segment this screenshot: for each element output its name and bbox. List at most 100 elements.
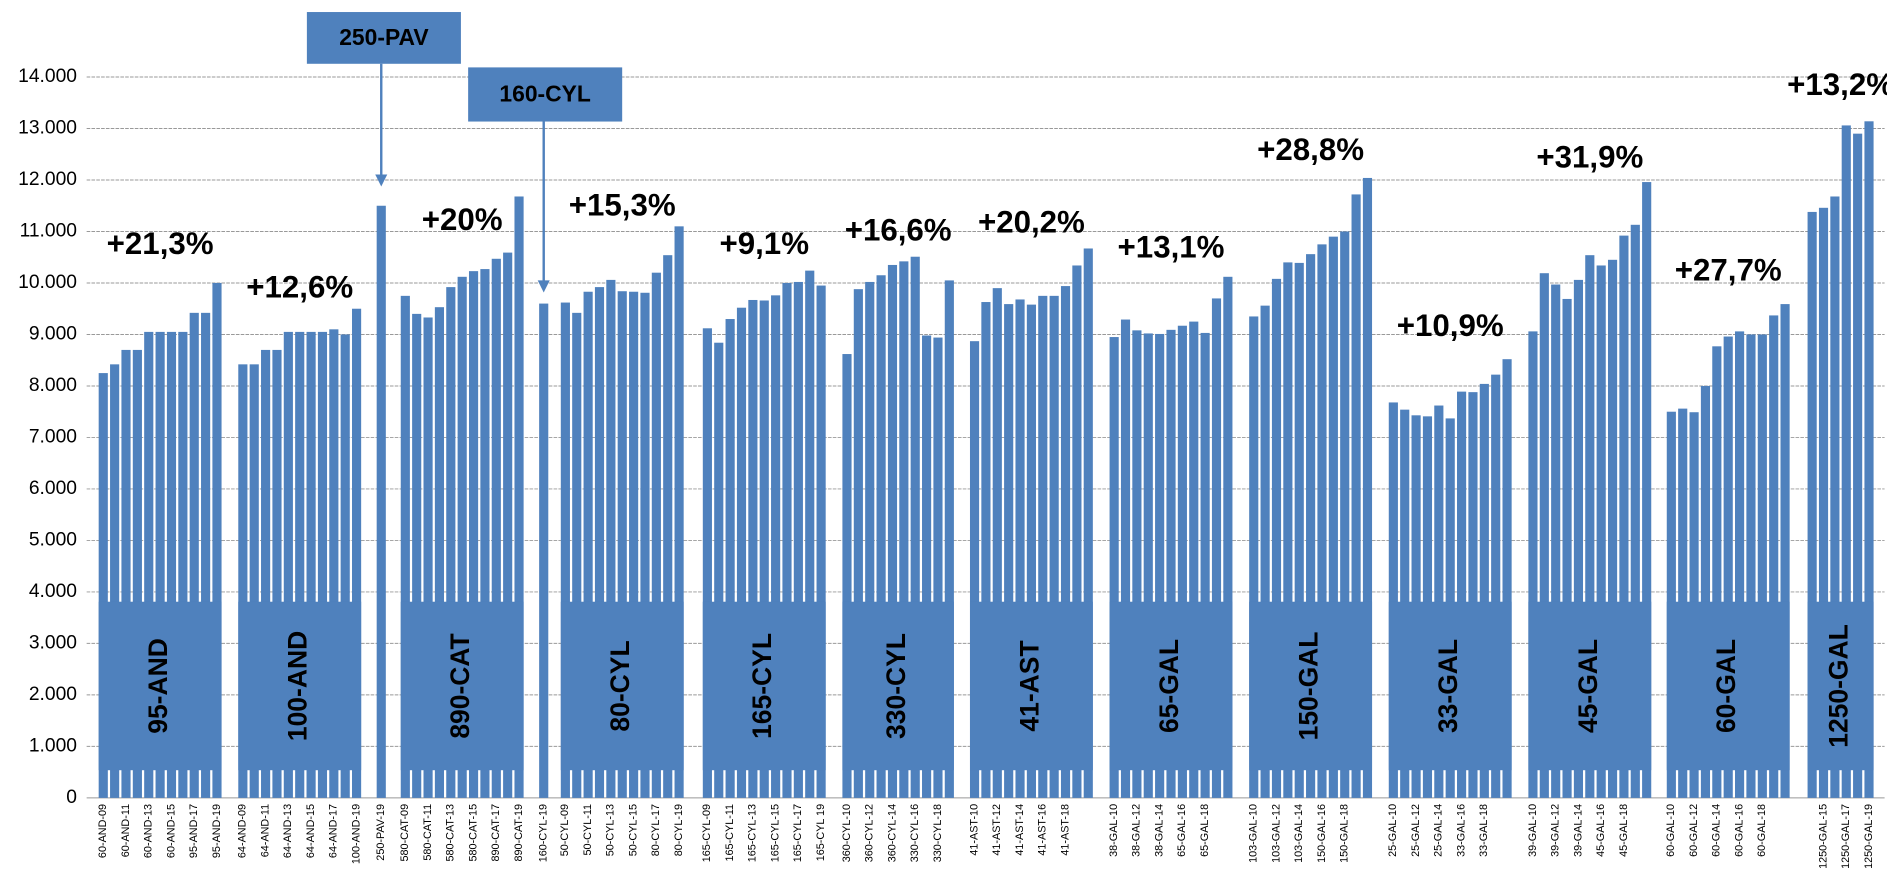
bar [816, 285, 826, 798]
group-label-box [842, 601, 954, 771]
bar [446, 287, 456, 798]
x-tick-label: 330-CYL-16 [909, 804, 921, 862]
x-tick-label: 165-CYL-17 [792, 804, 804, 862]
y-tick-label: 3.000 [29, 632, 77, 653]
group-label-box [1528, 601, 1652, 771]
x-tick-label: 330-CYL-18 [932, 804, 944, 862]
change-annotation: +15,3% [569, 187, 676, 222]
bar [1283, 262, 1293, 798]
bar [1294, 262, 1304, 798]
bar [1328, 236, 1338, 798]
bar [110, 364, 120, 798]
bar [1143, 333, 1153, 798]
callout-label: 250-PAV [339, 24, 429, 50]
bar [1132, 330, 1142, 798]
bar [1200, 332, 1210, 798]
x-tick-label: 64-AND-17 [328, 804, 340, 858]
bar [1166, 329, 1176, 798]
x-tick-label: 60-AND-11 [120, 804, 132, 857]
group-label: 33-GAL [1433, 639, 1463, 733]
bar [629, 291, 639, 798]
x-tick-label: 41-AST-10 [968, 804, 980, 856]
bar [1211, 298, 1222, 798]
bar [748, 299, 758, 798]
x-tick-label: 250-PAV-19 [375, 804, 387, 861]
bar [1841, 125, 1851, 798]
bar [144, 331, 154, 798]
bar [842, 354, 852, 798]
x-tick-label: 50-CYL-15 [627, 804, 639, 856]
x-tick-label: 50-CYL-09 [559, 804, 571, 856]
bar [1120, 319, 1131, 798]
bar [1596, 265, 1606, 798]
y-tick-label: 11.000 [20, 221, 77, 242]
group-label: 41-AST [1014, 640, 1044, 731]
bar [340, 334, 350, 798]
x-tick-label: 41-AST-14 [1014, 804, 1026, 856]
y-tick-label: 14.000 [18, 66, 77, 87]
y-tick-label: 5.000 [29, 530, 77, 551]
group-label-box [98, 601, 222, 771]
x-tick-label: 38-GAL-14 [1153, 804, 1165, 857]
bar [1607, 259, 1618, 798]
bar [1830, 196, 1840, 798]
bar [1619, 235, 1629, 798]
bar [1780, 304, 1790, 798]
x-tick-label: 64-AND-11 [259, 804, 271, 857]
bar [238, 364, 248, 798]
x-tick-label: 165-CYL-15 [769, 804, 781, 862]
bar [674, 226, 684, 798]
bar [201, 312, 211, 798]
bar [736, 307, 747, 798]
bar [1642, 182, 1652, 798]
change-annotation: +20% [422, 202, 503, 237]
x-tick-label: 39-GAL-14 [1572, 804, 1584, 857]
bar [352, 308, 362, 798]
group-label: 65-GAL [1154, 639, 1184, 733]
x-tick-label: 165-CYL 19 [815, 804, 827, 861]
bar [166, 331, 177, 798]
x-tick-label: 1250-GAL-17 [1840, 804, 1852, 869]
callout-label: 160-CYL [499, 81, 591, 107]
x-tick-label: 25-GAL-14 [1433, 804, 1445, 857]
change-annotation: +27,7% [1675, 252, 1782, 287]
x-tick-label: 64-AND-13 [282, 804, 294, 858]
x-tick-label: 150-GAL-16 [1316, 804, 1328, 863]
bar [594, 287, 605, 798]
bar [178, 331, 188, 798]
group-label-box [560, 601, 684, 771]
x-tick-label: 150-GAL-18 [1339, 804, 1351, 863]
x-tick-label: 165-CYL-09 [701, 804, 713, 862]
change-annotation: +12,6% [246, 269, 353, 304]
bar [981, 302, 991, 798]
bar [640, 292, 650, 798]
y-tick-label: 4.000 [29, 581, 77, 602]
x-tick-label: 50-CYL-11 [582, 804, 594, 856]
callout-box [468, 67, 623, 122]
bar [1630, 224, 1640, 798]
bar [306, 331, 316, 798]
bar [1072, 265, 1082, 798]
bar [583, 291, 593, 798]
y-tick-label: 10.000 [18, 272, 77, 293]
callout-box [306, 12, 461, 64]
group-label-box [702, 601, 826, 771]
x-tick-label: 60-GAL-14 [1711, 804, 1723, 857]
y-tick-label: 1.000 [29, 735, 77, 756]
x-tick-label: 160-CYL-19 [538, 804, 550, 862]
group-label-box [400, 601, 524, 771]
bar [725, 319, 735, 798]
x-tick-label: 580-CAT-13 [445, 804, 457, 862]
bar [400, 295, 410, 798]
bar [887, 264, 898, 798]
bar [514, 196, 524, 798]
change-annotation: +21,3% [107, 226, 214, 261]
x-tick-label: 60-GAL-10 [1665, 804, 1677, 857]
bar [793, 281, 803, 798]
bar [663, 255, 673, 798]
x-tick-label: 580-CAT-11 [422, 804, 434, 861]
bar [468, 271, 479, 798]
x-tick-label: 25-GAL-10 [1387, 804, 1399, 857]
x-tick-label: 360-CYL-10 [841, 804, 853, 862]
x-tick-label: 50-CYL-13 [605, 804, 617, 856]
